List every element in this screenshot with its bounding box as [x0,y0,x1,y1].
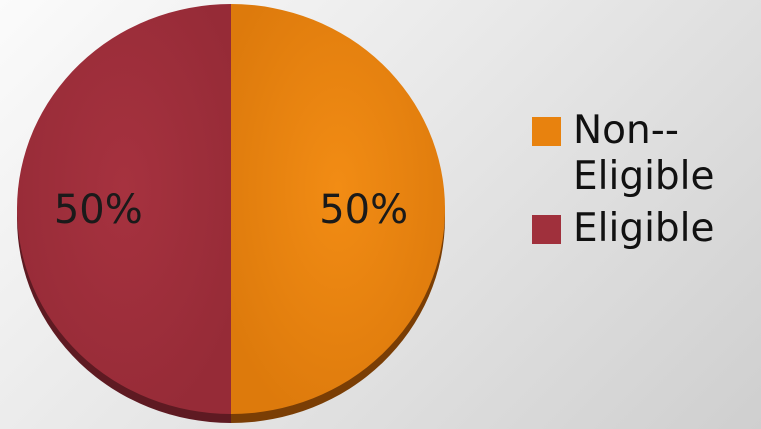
pie-slice-eligible [17,4,231,414]
pie-slices [17,4,445,414]
legend-label-non-eligible: Non-­Eligible [573,108,715,199]
pie-slice-non-eligible [231,4,445,414]
pie-labels: 50% 50% [54,187,408,233]
legend-swatch-non-eligible [532,117,561,146]
legend-label-eligible: Eligible [573,206,715,251]
legend-item-eligible: Eligible [532,206,754,252]
legend-swatch-eligible [532,215,561,244]
legend-item-non-eligible: Non-­Eligible [532,108,754,200]
pie-label-non-eligible: 50% [319,187,408,233]
chart-legend: Non-­Eligible Eligible [532,108,754,258]
pie-label-eligible: 50% [54,187,143,233]
